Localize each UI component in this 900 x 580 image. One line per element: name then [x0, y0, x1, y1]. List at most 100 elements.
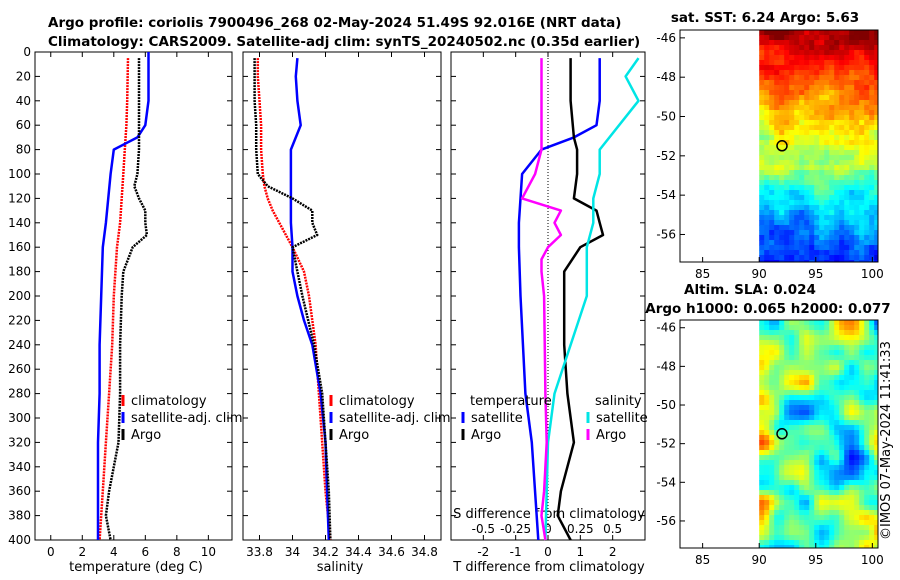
g-sst-cell [794, 70, 800, 76]
g-sst-cell [769, 100, 775, 106]
g-sst-cell [799, 40, 805, 46]
g-sst-cell [864, 220, 870, 226]
g-sla-cell [814, 545, 820, 549]
g-sst-cell [829, 90, 835, 96]
g-sla-cell [809, 350, 815, 356]
g-sla-cell [759, 325, 765, 331]
g-sla-cell [834, 455, 840, 461]
g-sla-cell [824, 540, 830, 546]
g-sla-cell [769, 495, 775, 501]
g-sst-cell [784, 100, 790, 106]
g-sla-cell [769, 325, 775, 331]
g-sst-cell [854, 65, 860, 71]
g-sla-cell [864, 340, 870, 346]
g-sst-cell [804, 220, 810, 226]
g-temp-ytick-label: 280 [8, 387, 31, 401]
g-sst-cell [794, 35, 800, 41]
g-sla-cell [779, 355, 785, 361]
g-sla-cell [839, 490, 845, 496]
g-sst-cell [774, 55, 780, 61]
g-sla-cell [759, 320, 765, 326]
g-sla-cell [794, 500, 800, 506]
g-sst-cell [854, 250, 860, 256]
g-sst-cell [854, 45, 860, 51]
g-sst-cell [774, 65, 780, 71]
g-sst-cell [759, 190, 765, 196]
g-sst-cell [859, 105, 865, 111]
g-sst-cell [804, 170, 810, 176]
g-sla-cell [864, 490, 870, 496]
g-sst-cell [874, 90, 879, 96]
g-sst-cell [809, 220, 815, 226]
g-sla-cell [774, 510, 780, 516]
g-temp-xtick-label: 2 [78, 545, 86, 559]
g-sla-cell [844, 540, 850, 546]
g-sla-cell [844, 335, 850, 341]
g-sst-cell [854, 140, 860, 146]
g-sla-cell [799, 345, 805, 351]
g-sst-cell [859, 55, 865, 61]
g-sla-cell [774, 485, 780, 491]
g-sst-cell [779, 245, 785, 251]
g-sla-cell [849, 520, 855, 526]
g-sla-cell [759, 495, 765, 501]
g-sst-cell [849, 100, 855, 106]
g-sst-cell [799, 240, 805, 246]
g-sla-cell [779, 395, 785, 401]
g-sla-cell [784, 495, 790, 501]
g-sst-cell [759, 90, 765, 96]
g-sst-cell [829, 135, 835, 141]
g-sla-cell [794, 515, 800, 521]
g-sst-cell [809, 190, 815, 196]
g-sst-cell [864, 195, 870, 201]
g-sst-cell [794, 195, 800, 201]
g-sla-cell [814, 440, 820, 446]
g-sla-cell [864, 525, 870, 531]
g-sla-cell [859, 400, 865, 406]
g-sst-cell [799, 60, 805, 66]
g-sst-cell [869, 160, 875, 166]
g-sla-cell [874, 475, 879, 481]
g-sla-cell [759, 340, 765, 346]
g-sla-cell [849, 320, 855, 326]
g-sst-cell [794, 225, 800, 231]
g-sla-cell [874, 520, 879, 526]
g-sst-cell [849, 195, 855, 201]
g-sla-cell [834, 500, 840, 506]
g-sla-cell [774, 340, 780, 346]
g-sla-cell [784, 545, 790, 549]
g-sst-cell [849, 180, 855, 186]
g-sst-cell [789, 110, 795, 116]
g-sla-cell [854, 500, 860, 506]
g-sla-cell [819, 325, 825, 331]
g-sla-cell [759, 470, 765, 476]
g-sst-cell [824, 95, 830, 101]
g-sla-cell [834, 330, 840, 336]
g-sla-cell [819, 430, 825, 436]
g-sst-cell [874, 55, 879, 61]
g-sst-cell [814, 195, 820, 201]
g-sla-cell [799, 390, 805, 396]
g-sst-cell [864, 250, 870, 256]
g-temp-ytick-label: 160 [8, 240, 31, 254]
g-sla-cell [784, 440, 790, 446]
g-sst-cell [849, 225, 855, 231]
g-sst-cell [839, 60, 845, 66]
g-sla-cell [859, 385, 865, 391]
g-sst-cell [829, 30, 835, 36]
g-sst-cell [819, 115, 825, 121]
g-sla-cell [804, 425, 810, 431]
g-sla-cell [799, 340, 805, 346]
g-sst-cell [839, 260, 845, 263]
g-sla-cell [859, 335, 865, 341]
g-sst-cell [774, 150, 780, 156]
g-sla-cell [854, 430, 860, 436]
g-sla-cell [784, 520, 790, 526]
g-sla-cell [829, 360, 835, 366]
g-sla-cell [854, 425, 860, 431]
g-sst-cell [829, 165, 835, 171]
g-sst-cell [779, 140, 785, 146]
g-sla-cell [764, 505, 770, 511]
g-sla-cell [824, 410, 830, 416]
g-sla-cell [784, 330, 790, 336]
